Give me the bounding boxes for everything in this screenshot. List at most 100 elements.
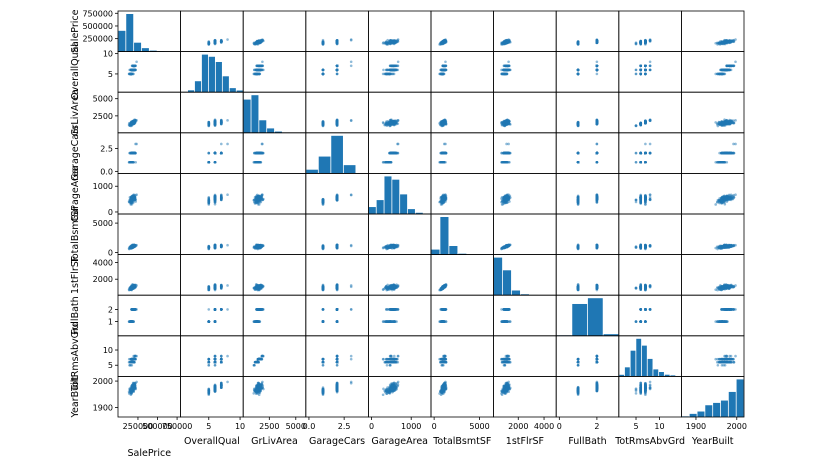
scatter-point [388, 64, 392, 68]
scatter-point [134, 160, 137, 164]
scatter-point [321, 41, 325, 45]
scatter-point [595, 118, 599, 121]
cell-grlivarea-vs-totrmsabvgrd [618, 91, 682, 134]
scatter-point [393, 64, 396, 68]
hist-bar [222, 76, 229, 93]
hist-bar [215, 61, 222, 93]
scatter-point [321, 68, 325, 72]
scatter-point [213, 118, 217, 121]
scatter-point [385, 72, 389, 76]
scatter-point [576, 122, 580, 126]
scatter-point [134, 142, 137, 146]
hist-bar [259, 120, 267, 133]
scatter-point [729, 121, 733, 125]
scatter-point [729, 40, 733, 44]
scatter-point [576, 41, 580, 45]
scatter-point [506, 118, 509, 121]
hist-bar [243, 99, 251, 133]
scatter-point [261, 60, 264, 64]
scatter-point [634, 68, 638, 72]
scatter-point [219, 121, 223, 125]
cell-frame [555, 10, 620, 52]
scatter-point [219, 142, 223, 146]
scatter-point [507, 60, 510, 64]
cell-overallqual-vs-overallqual [180, 51, 244, 93]
scatter-point [595, 68, 599, 72]
scatter-point [443, 64, 447, 68]
scatter-point [714, 72, 717, 76]
scatter-point [718, 72, 721, 76]
scatter-point [255, 72, 259, 76]
scatter-point [226, 142, 229, 146]
scatter-point [349, 119, 353, 122]
scatter-point [595, 122, 599, 126]
scatter-point [335, 118, 339, 121]
cell-garagecars-vs-saleprice [117, 132, 181, 174]
scatter-point [648, 68, 652, 72]
scatter-point [129, 72, 133, 76]
scatter-point [505, 122, 508, 126]
scatter-point [129, 160, 133, 164]
cell-frame [117, 51, 181, 93]
scatter-point [441, 41, 444, 45]
hist-bar [201, 54, 209, 93]
scatter-point [639, 68, 643, 72]
scatter-point [648, 118, 652, 121]
cell-garagecars-vs-overallqual [180, 132, 244, 174]
scatter-point [213, 41, 217, 45]
scatter-point [257, 64, 260, 68]
cell-frame [430, 91, 494, 134]
scatter-point [389, 39, 393, 43]
scatter-point [502, 122, 506, 126]
scatter-point [388, 72, 391, 76]
scatter-point [634, 42, 638, 46]
scatter-point [634, 124, 638, 127]
scatter-point [721, 122, 725, 126]
scatter-point [500, 72, 504, 76]
scatter-point [255, 41, 259, 45]
scatter-point [335, 122, 339, 126]
scatter-point [648, 60, 652, 64]
scatter-point [349, 60, 353, 64]
cell-overallqual-vs-yearbuilt [681, 51, 745, 93]
cell-frame [681, 91, 745, 134]
scatter-point [384, 40, 388, 43]
cell-grlivarea-vs-yearbuilt [681, 91, 745, 134]
cell-saleprice-vs-overallqual [180, 10, 244, 52]
scatter-point [335, 41, 339, 45]
cell-overallqual-vs-totalbsmtsf [430, 51, 494, 93]
scatter-point [335, 72, 339, 76]
scatter-point [576, 68, 580, 72]
scatter-point [505, 72, 509, 76]
scatter-point [129, 68, 133, 72]
scatter-point [714, 121, 717, 124]
cell-frame [180, 10, 244, 52]
cell-frame [555, 91, 620, 134]
scatter-point [718, 41, 721, 45]
cell-frame [618, 91, 682, 134]
cell-frame [305, 10, 369, 52]
scatter-point [444, 60, 447, 64]
scatter-point [390, 118, 393, 121]
cell-saleprice-vs-1stflrsf [493, 10, 557, 52]
cell-grlivarea-vs-totalbsmtsf [430, 91, 494, 134]
cell-frame [242, 10, 307, 52]
scatter-point [441, 68, 444, 72]
cell-frame [180, 91, 244, 134]
cell-frame [242, 51, 307, 93]
scatter-point [502, 68, 506, 72]
scatter-point [505, 64, 509, 68]
cell-overallqual-vs-fullbath [555, 51, 620, 93]
cell-grlivarea-vs-garagecars [305, 91, 369, 134]
cell-frame [493, 91, 557, 134]
scatter-point [131, 64, 134, 68]
cell-frame [367, 91, 432, 134]
scatter-point [255, 68, 259, 72]
scatter-point [440, 72, 443, 76]
scatter-point [644, 64, 647, 68]
scatter-point [129, 122, 133, 126]
cell-frame [618, 10, 682, 52]
hist-bar [134, 42, 142, 52]
scatter-point [135, 60, 138, 64]
scatter-point [595, 72, 599, 76]
